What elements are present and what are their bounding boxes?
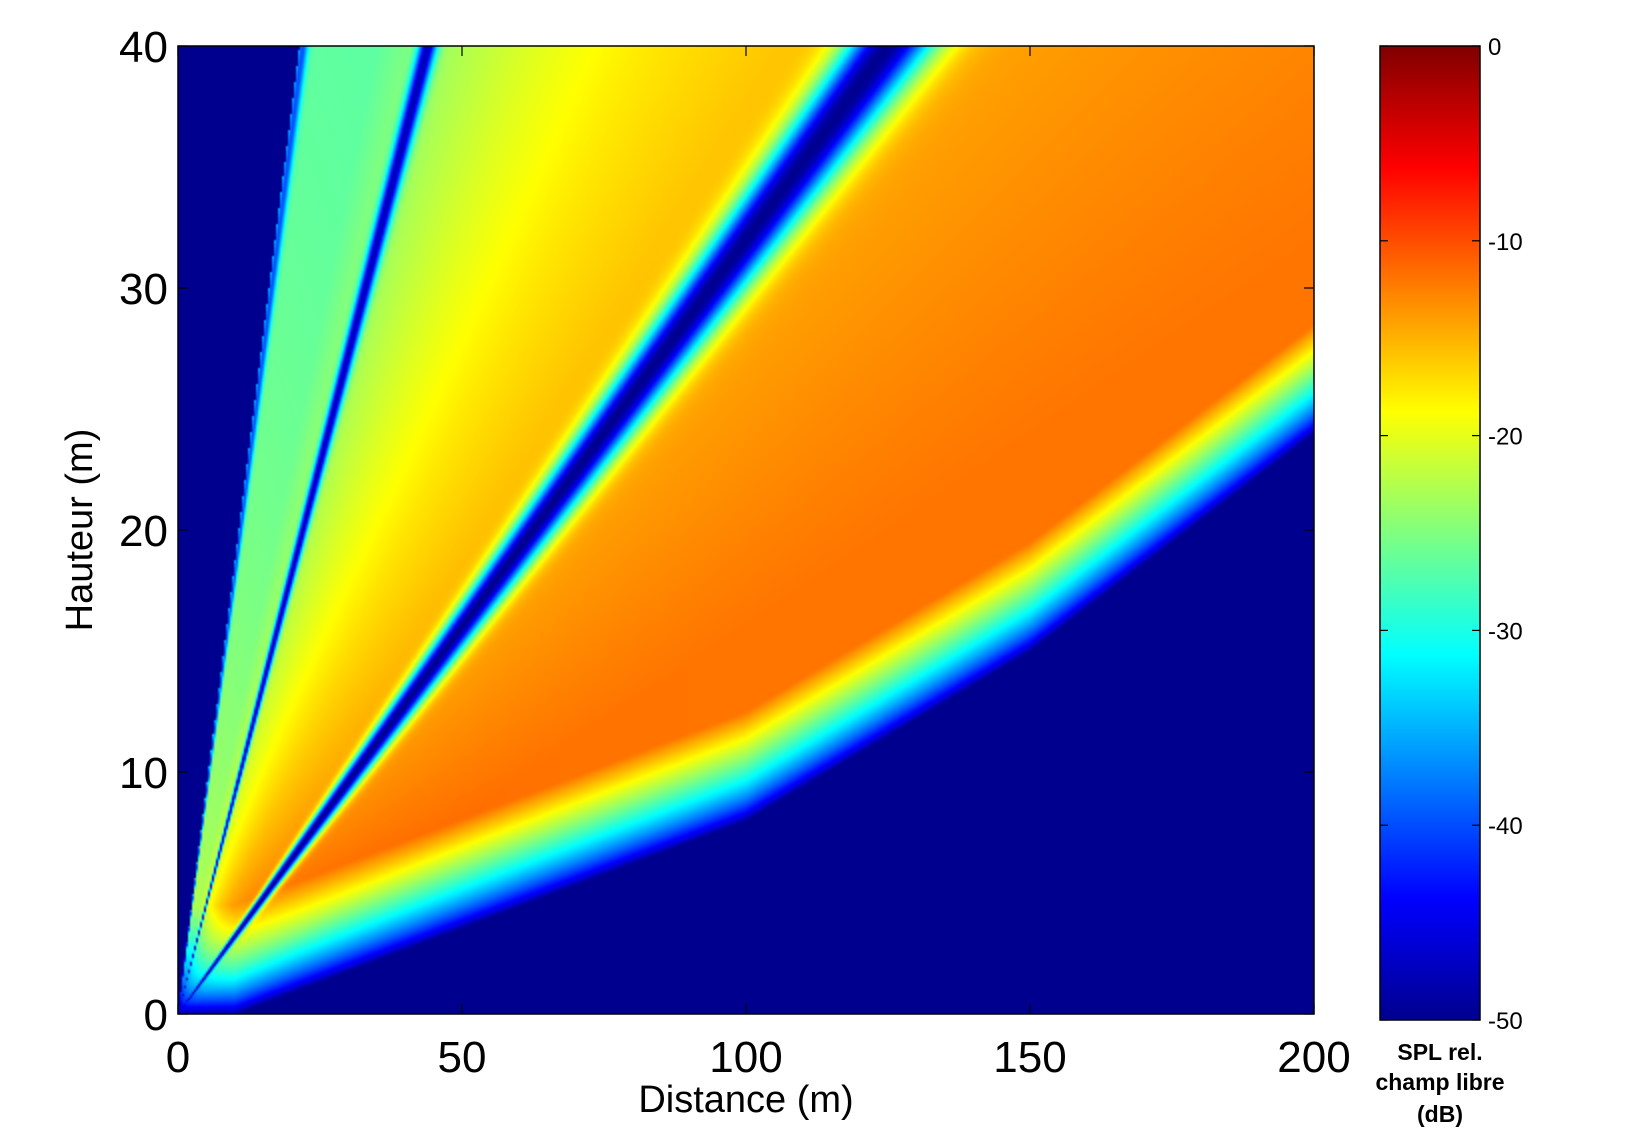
colorbar-tick-label: -10 <box>1488 229 1523 256</box>
colorbar-tick-label: 0 <box>1488 34 1501 61</box>
colorbar-title-line-2: champ libre <box>1375 1069 1504 1095</box>
colorbar-title-line-1: SPL rel. <box>1397 1039 1482 1065</box>
x-tick-label: 50 <box>438 1033 487 1082</box>
y-axis-ticks: 0 10 20 30 40 <box>119 23 1314 1040</box>
y-tick-label: 0 <box>144 991 168 1040</box>
colorbar-title-line-3: (dB) <box>1417 1101 1463 1127</box>
colorbar-ticks: 0 -10 -20 -30 -40 -50 <box>1380 34 1523 1035</box>
colorbar: 0 -10 -20 -30 -40 -50 SPL rel. champ libre (d… <box>1375 34 1522 1127</box>
y-axis-label: Hauteur (m) <box>59 429 101 632</box>
x-tick-label: 150 <box>993 1033 1066 1082</box>
plot-area <box>177 45 1315 1015</box>
colorbar-tick-label: -30 <box>1488 618 1523 645</box>
x-tick-label: 0 <box>166 1033 190 1082</box>
colorbar-tick-label: -40 <box>1488 813 1523 840</box>
y-tick-label: 20 <box>119 507 168 556</box>
x-axis-ticks: 0 50 100 150 200 <box>166 46 1351 1082</box>
y-tick-label: 30 <box>119 265 168 314</box>
colorbar-scale <box>1379 45 1481 1021</box>
x-axis-label: Distance (m) <box>638 1079 853 1121</box>
y-tick-label: 40 <box>119 23 168 72</box>
x-tick-label: 100 <box>709 1033 782 1082</box>
y-tick-label: 10 <box>119 749 168 798</box>
heatmap-image <box>178 46 1314 1014</box>
x-tick-label: 200 <box>1277 1033 1350 1082</box>
colorbar-tick-label: -20 <box>1488 424 1523 451</box>
colorbar-tick-label: -50 <box>1488 1008 1523 1035</box>
